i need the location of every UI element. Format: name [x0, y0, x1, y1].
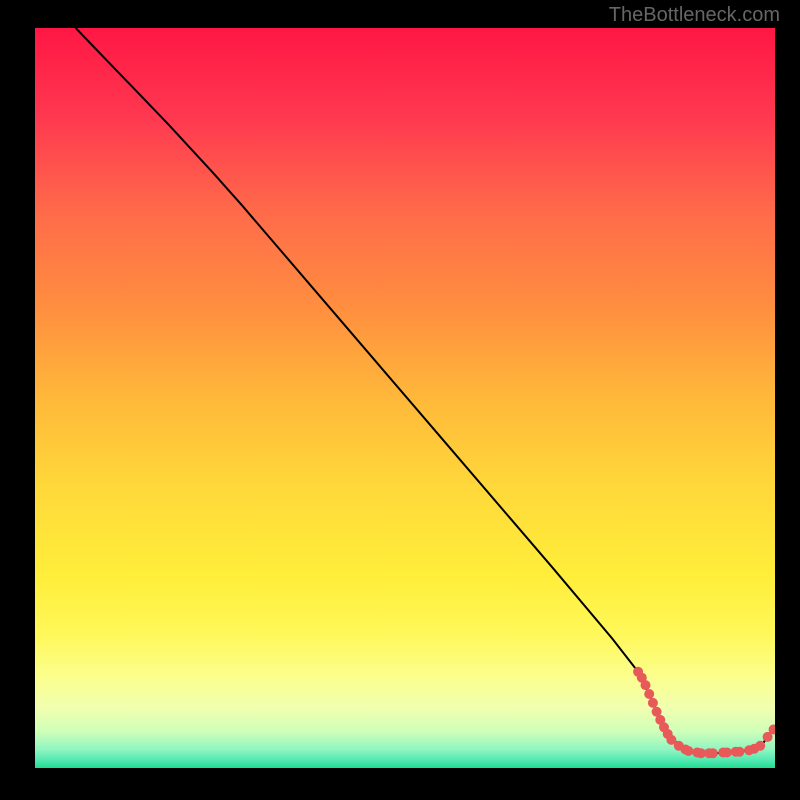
- scatter-point: [722, 747, 732, 757]
- plot-area: [35, 28, 775, 768]
- scatter-points: [633, 667, 775, 758]
- scatter-point: [644, 689, 654, 699]
- scatter-point: [683, 746, 693, 756]
- scatter-point: [734, 747, 744, 757]
- watermark-text: TheBottleneck.com: [609, 4, 780, 27]
- scatter-point: [708, 748, 718, 758]
- chart-overlay: [35, 28, 775, 768]
- scatter-point: [641, 680, 651, 690]
- curve-line: [76, 28, 772, 753]
- scatter-point: [648, 698, 658, 708]
- scatter-point: [755, 741, 765, 751]
